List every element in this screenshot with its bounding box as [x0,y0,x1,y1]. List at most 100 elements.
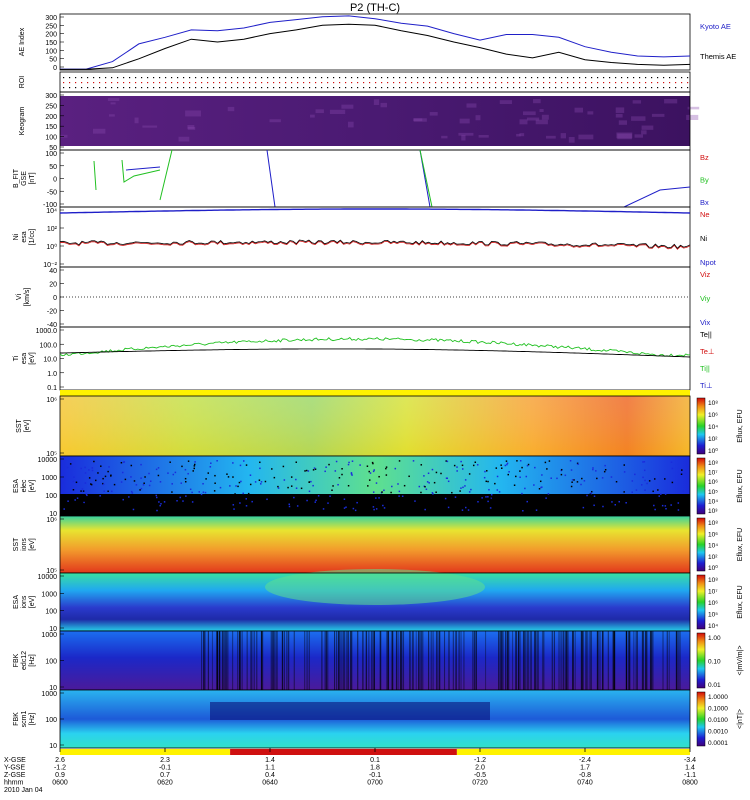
x-tick-label: 0.1 [370,757,380,764]
spectrogram-pixel [157,474,160,477]
spectrogram-pixel [167,508,169,511]
roi-dot [201,87,203,89]
keogram-feature [615,113,623,118]
spectrogram-pixel [615,480,618,483]
y-tick-label: 300 [45,15,57,22]
spectrogram-stripe [216,631,218,690]
spectrogram-pixel [625,501,627,504]
spectrogram-stripe [475,631,477,690]
spectrogram-pixel [130,476,132,478]
spectrogram-stripe [219,631,221,690]
roi-dot [87,87,89,89]
spectrogram-pixel [394,467,397,470]
roi-dot [621,87,623,89]
spectrogram-stripe [202,631,204,690]
spectrogram-stripe [475,631,477,690]
spectrogram-pixel [423,475,425,477]
keogram-feature [516,133,521,137]
spectrogram-pixel [148,484,151,487]
keogram-feature [539,109,544,113]
spectrogram-pixel [559,499,561,501]
roi-dot [123,82,125,84]
spectrogram-stripe [679,631,681,690]
roi-dot [585,82,587,84]
keogram-feature [499,100,512,105]
spectrogram-pixel [385,467,387,470]
spectrogram-pixel [432,493,434,495]
spectrogram-pixel [239,502,241,504]
spectrogram-pixel [435,471,438,474]
roi-dot [291,82,293,84]
spectrogram-pixel [111,502,113,504]
roi-dot [663,87,665,89]
spectrogram-pixel [193,467,195,470]
roi-dot [657,77,659,79]
roi-dot [549,87,551,89]
spectrogram-pixel [312,484,314,487]
spectrogram-stripe [581,631,583,690]
spectrogram-stripe [444,631,446,690]
spectrogram-pixel [440,472,442,475]
roi-dot [171,77,173,79]
keogram-feature [187,124,195,129]
panel-y-label: [eV] [24,420,31,433]
roi-dot [189,87,191,89]
spectrogram-pixel [347,484,350,487]
spectrogram-stripe [201,631,203,690]
spectrogram-pixel [148,472,150,475]
spectrogram-pixel [431,492,434,494]
spectrogram-stripe [324,631,326,690]
spectrogram-stripe [633,631,635,690]
x-tick-label: 0620 [157,780,173,787]
panel-9-yaxis: SST ions [eV] 10⁶ 10⁵ [13,517,64,575]
spectrogram-pixel [293,496,295,499]
spectrogram-pixel [614,504,617,506]
y-tick-label: 100 [45,717,57,724]
spectrogram-pixel [317,507,319,509]
roi-dot [417,87,419,89]
spectrogram-pixel [673,504,676,506]
panel-y-label: edc12 [21,651,28,670]
roi-dot [231,87,233,89]
spectrogram-pixel [398,504,401,506]
spectrogram-pixel [420,464,423,466]
spectrogram-pixel [385,466,388,468]
spectrogram-pixel [83,501,85,504]
keogram-feature [632,100,642,104]
spectrogram-stripe [455,631,457,690]
roi-dot [333,82,335,84]
spectrogram-stripe [519,631,521,690]
spectrogram-pixel [343,498,346,500]
spectrogram-pixel [556,477,558,480]
spectrogram-stripe [281,631,283,690]
spectrogram-pixel [247,492,250,495]
spectrogram-pixel [277,485,279,488]
keogram-feature [441,135,448,139]
spectrogram-pixel [571,481,573,483]
spectrogram-pixel [407,506,409,508]
spectrogram-pixel [383,507,386,509]
spectrogram-pixel [82,503,85,505]
panel-y-label: [eV] [29,480,36,493]
spectrogram-pixel [135,484,138,486]
spectrogram-pixel [446,460,449,463]
roi-dot [561,87,563,89]
spectrogram-pixel [169,461,171,463]
spectrogram-pixel [661,504,664,507]
roi-dot [87,77,89,79]
roi-dot [543,77,545,79]
spectrogram-pixel [174,505,177,507]
spectrogram-pixel [193,463,196,466]
spectrogram-pixel [401,495,404,498]
spectrogram-pixel [560,473,563,476]
spectrogram-pixel [259,461,261,464]
roi-dot [411,87,413,89]
keogram-feature [568,136,575,143]
keogram-feature [185,110,201,117]
spectrogram-pixel [500,501,503,504]
colorbar-label: Eflux, EFU [737,409,744,442]
roi-dot [153,87,155,89]
spectrogram-pixel [108,466,110,468]
colorbar [696,632,706,689]
panel-y-label: ions [21,595,28,608]
